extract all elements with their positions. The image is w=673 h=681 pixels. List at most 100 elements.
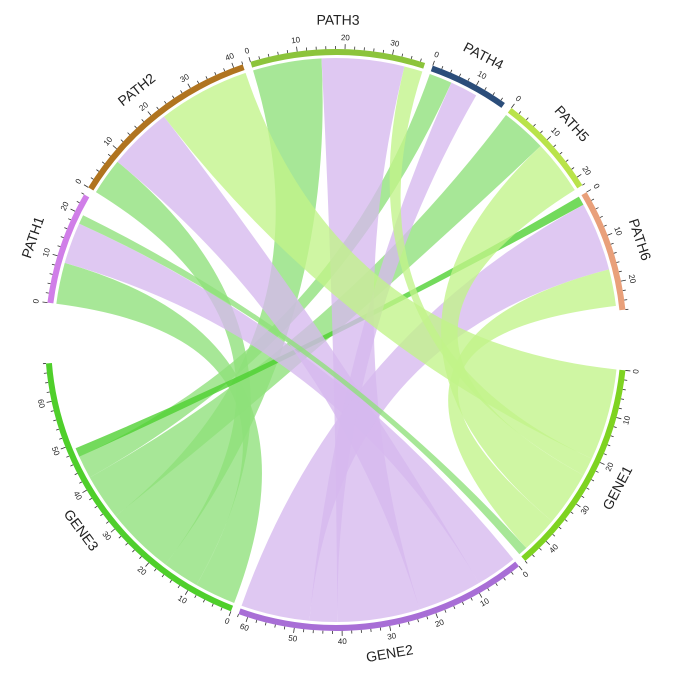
tick-mark — [47, 401, 52, 402]
tick-mark — [614, 427, 617, 428]
tick-mark — [547, 136, 551, 139]
tick-mark — [106, 522, 108, 524]
tick-label: 20 — [59, 200, 71, 212]
tick-mark — [421, 59, 422, 62]
tick-mark — [504, 578, 506, 580]
tick-mark — [56, 429, 59, 430]
tick-mark — [75, 473, 78, 474]
tick-mark — [408, 622, 409, 625]
tick-mark — [203, 600, 204, 603]
tick-mark — [621, 280, 626, 281]
tick-mark — [559, 527, 561, 529]
tick-mark — [212, 604, 213, 607]
tick-mark — [61, 447, 66, 449]
tick-mark — [596, 208, 599, 209]
tick-label: 30 — [386, 631, 397, 642]
tick-mark — [58, 246, 61, 247]
links-layer — [56, 58, 616, 622]
tick-mark — [52, 264, 55, 265]
tick-mark — [553, 534, 555, 536]
tick-mark — [246, 617, 248, 622]
tick-mark — [71, 209, 75, 211]
tick-mark — [91, 178, 94, 180]
tick-label: 0 — [631, 368, 640, 374]
tick-mark — [148, 112, 151, 116]
tick-mark — [468, 78, 469, 81]
tick-mark — [427, 616, 428, 619]
tick-mark — [111, 529, 115, 532]
tick-mark — [411, 56, 412, 59]
tick-label: 0 — [433, 50, 441, 60]
tick-mark — [604, 225, 607, 226]
tick-mark — [170, 580, 172, 582]
tick-mark — [451, 70, 452, 73]
tick-mark — [532, 555, 534, 557]
tick-mark — [485, 87, 487, 90]
tick-label: 50 — [50, 445, 62, 457]
tick-mark — [229, 611, 231, 616]
tick-mark — [511, 104, 514, 108]
tick-mark — [84, 185, 88, 188]
tick-mark — [554, 145, 556, 147]
tick-mark — [102, 162, 104, 164]
tick-mark — [604, 454, 607, 455]
tick-mark — [571, 512, 573, 514]
tick-label: 10 — [612, 225, 624, 237]
tick-label: 30 — [179, 72, 192, 85]
tick-mark — [221, 608, 222, 611]
tick-label: 40 — [338, 637, 348, 646]
tick-mark — [600, 462, 605, 464]
tick-mark — [284, 626, 285, 629]
tick-label: 40 — [224, 51, 236, 63]
tick-mark — [477, 81, 479, 85]
tick-label: 10 — [621, 414, 632, 426]
tick-mark — [77, 201, 80, 202]
tick-mark — [89, 498, 92, 500]
tick-mark — [48, 283, 51, 284]
tick-mark — [587, 190, 591, 193]
sector-label-gene2: GENE2 — [365, 641, 415, 665]
tick-mark — [582, 184, 585, 186]
tick-label: 20 — [137, 100, 150, 113]
tick-mark — [577, 174, 581, 177]
tick-label: 20 — [627, 274, 638, 285]
tick-mark — [501, 98, 503, 100]
tick-mark — [623, 389, 626, 390]
tick-mark — [119, 536, 121, 538]
tick-mark — [540, 131, 542, 133]
tick-mark — [68, 219, 71, 220]
tick-mark — [611, 243, 614, 244]
tick-mark — [294, 628, 295, 633]
tick-mark — [108, 154, 110, 156]
sector-label-path2: PATH2 — [115, 70, 159, 109]
tick-mark — [390, 626, 391, 631]
tick-mark — [195, 595, 196, 598]
tick-mark — [436, 613, 438, 618]
tick-mark — [418, 619, 419, 622]
tick-mark — [611, 436, 614, 437]
tick-label: 10 — [476, 69, 489, 81]
tick-mark — [459, 74, 460, 77]
tick-mark — [47, 392, 50, 393]
tick-mark — [596, 471, 599, 472]
tick-mark — [493, 92, 495, 95]
tick-mark — [154, 569, 156, 571]
tick-mark — [526, 118, 528, 120]
tick-mark — [242, 62, 243, 65]
tick-mark — [275, 625, 276, 628]
sector-label-path3: PATH3 — [316, 12, 359, 28]
tick-label: 20 — [604, 460, 616, 472]
tick-label: 30 — [390, 38, 401, 49]
tick-mark — [96, 170, 98, 172]
tick-mark — [582, 496, 585, 498]
tick-mark — [128, 133, 130, 135]
tick-mark — [142, 119, 144, 121]
tick-label: 30 — [579, 503, 592, 516]
tick-mark — [178, 585, 180, 588]
tick-label: 20 — [341, 33, 351, 42]
tick-mark — [488, 588, 490, 591]
tick-mark — [600, 216, 603, 217]
tick-mark — [61, 237, 64, 238]
tick-label: 40 — [547, 542, 560, 555]
